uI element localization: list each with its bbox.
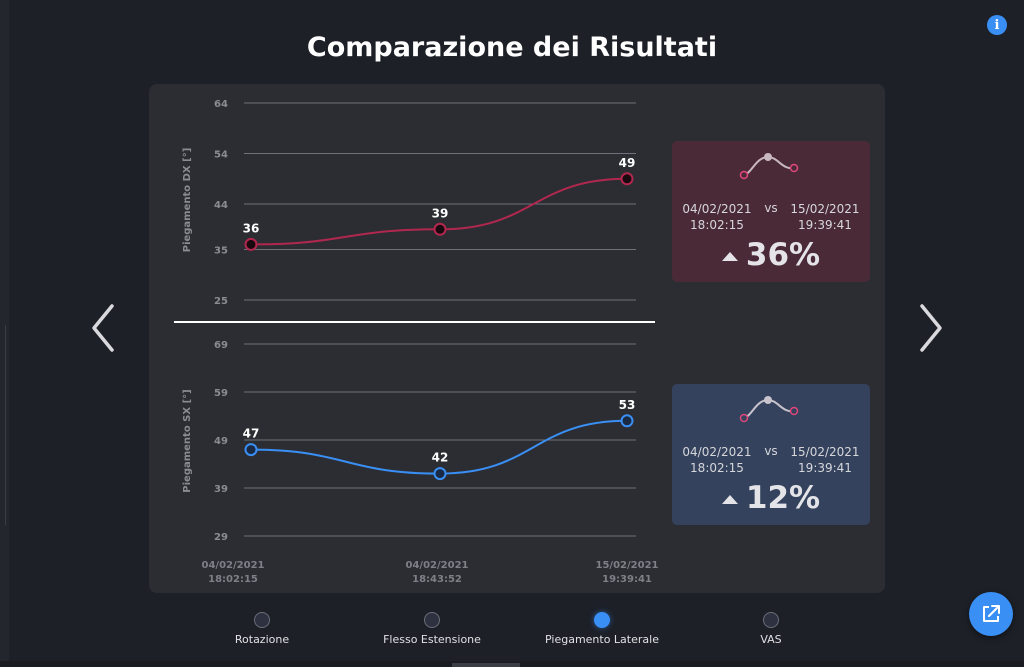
trend-sparkline-icon: [739, 153, 799, 180]
data-point: [433, 222, 447, 236]
tab-indicator: [763, 612, 779, 628]
next-button[interactable]: [910, 300, 950, 356]
x-tick-label: 04/02/2021: [202, 560, 265, 571]
comparison-card-dx: 04/02/2021 18:02:15 vs 15/02/2021 19:39:41…: [672, 141, 870, 282]
tab-indicator: [254, 612, 270, 628]
x-tick-label: 18:02:15: [208, 574, 258, 585]
data-point: [244, 237, 258, 251]
open-external-button[interactable]: [969, 592, 1013, 636]
data-label: 36: [243, 221, 260, 235]
y-tick-label: 59: [214, 388, 228, 399]
data-label: 49: [619, 156, 636, 170]
data-label: 42: [432, 451, 449, 465]
tab-rotazione[interactable]: Rotazione: [192, 612, 332, 646]
y-tick-label: 54: [214, 150, 228, 161]
trend-sparkline-icon: [739, 396, 799, 423]
x-tick-label: 19:39:41: [602, 574, 652, 585]
page-title: Comparazione dei Risultati: [306, 32, 718, 63]
delta-percent: 12%: [745, 480, 821, 516]
x-tick-label: 15/02/2021: [596, 560, 659, 571]
info-icon[interactable]: i: [987, 15, 1007, 35]
date-to: 15/02/2021 19:39:41: [790, 202, 860, 232]
chart-dx: 64 54 44 35 25 Piegamento DX [°] 36 39 49: [182, 99, 636, 307]
data-point: [620, 414, 634, 428]
vs-label: vs: [764, 201, 778, 215]
y-axis-label-dx: Piegamento DX [°]: [182, 148, 193, 253]
data-label: 39: [432, 206, 449, 220]
trend-up-icon: [721, 494, 738, 504]
date-from: 04/02/2021 18:02:15: [682, 445, 752, 475]
y-tick-label: 25: [214, 296, 228, 307]
data-point: [620, 172, 634, 186]
y-tick-label: 29: [214, 532, 228, 543]
chart-sx: 69 59 49 39 29 Piegamento SX [°] 47 42 53: [182, 340, 636, 543]
delta-percent: 36%: [745, 237, 821, 273]
trend-up-icon: [721, 251, 738, 261]
tab-piegamento-laterale[interactable]: Piegamento Laterale: [532, 612, 672, 646]
tab-flesso-estensione[interactable]: Flesso Estensione: [362, 612, 502, 646]
y-tick-label: 35: [214, 245, 228, 256]
comparison-card-sx: 04/02/2021 18:02:15 vs 15/02/2021 19:39:41…: [672, 384, 870, 525]
tab-label: Flesso Estensione: [383, 633, 481, 646]
chevron-left-icon: [92, 304, 114, 352]
x-tick-label: 04/02/2021: [406, 560, 469, 571]
delta-value: 36%: [672, 237, 870, 273]
date-from: 04/02/2021 18:02:15: [682, 202, 752, 232]
tab-indicator: [594, 612, 610, 628]
y-tick-label: 49: [214, 436, 228, 447]
previous-button[interactable]: [84, 300, 124, 356]
delta-value: 12%: [672, 480, 870, 516]
x-tick-label: 18:43:52: [412, 574, 462, 585]
y-axis-label-sx: Piegamento SX [°]: [182, 389, 193, 492]
tab-label: Rotazione: [234, 633, 290, 646]
bottom-strip: [0, 661, 1024, 667]
tab-vas[interactable]: VAS: [701, 612, 841, 646]
x-axis-labels: 04/02/2021 18:02:15 04/02/2021 18:43:52 …: [202, 560, 659, 585]
date-to: 15/02/2021 19:39:41: [790, 445, 860, 475]
series-line-sx: [250, 419, 628, 475]
chevron-right-icon: [920, 304, 942, 352]
left-edge-line: [5, 325, 6, 525]
y-tick-label: 69: [214, 340, 228, 351]
home-indicator: [452, 663, 520, 667]
tab-label: VAS: [760, 633, 782, 646]
tab-label: Piegamento Laterale: [545, 633, 659, 646]
y-tick-label: 44: [214, 200, 228, 211]
y-tick-label: 64: [214, 99, 228, 110]
data-point: [433, 467, 447, 481]
external-link-icon: [983, 605, 1000, 622]
test-tabs: Rotazione Flesso Estensione Piegamento L…: [0, 612, 1024, 652]
tab-indicator: [424, 612, 440, 628]
data-label: 47: [243, 427, 260, 441]
left-edge: [0, 0, 9, 667]
data-label: 53: [619, 398, 636, 412]
data-point: [244, 443, 258, 457]
results-panel: 64 54 44 35 25 Piegamento DX [°] 36 39 49 69 59…: [149, 84, 885, 593]
y-tick-label: 39: [214, 484, 228, 495]
comparison-chart: 64 54 44 35 25 Piegamento DX [°] 36 39 49 69 59…: [174, 99, 659, 585]
vs-label: vs: [764, 444, 778, 458]
